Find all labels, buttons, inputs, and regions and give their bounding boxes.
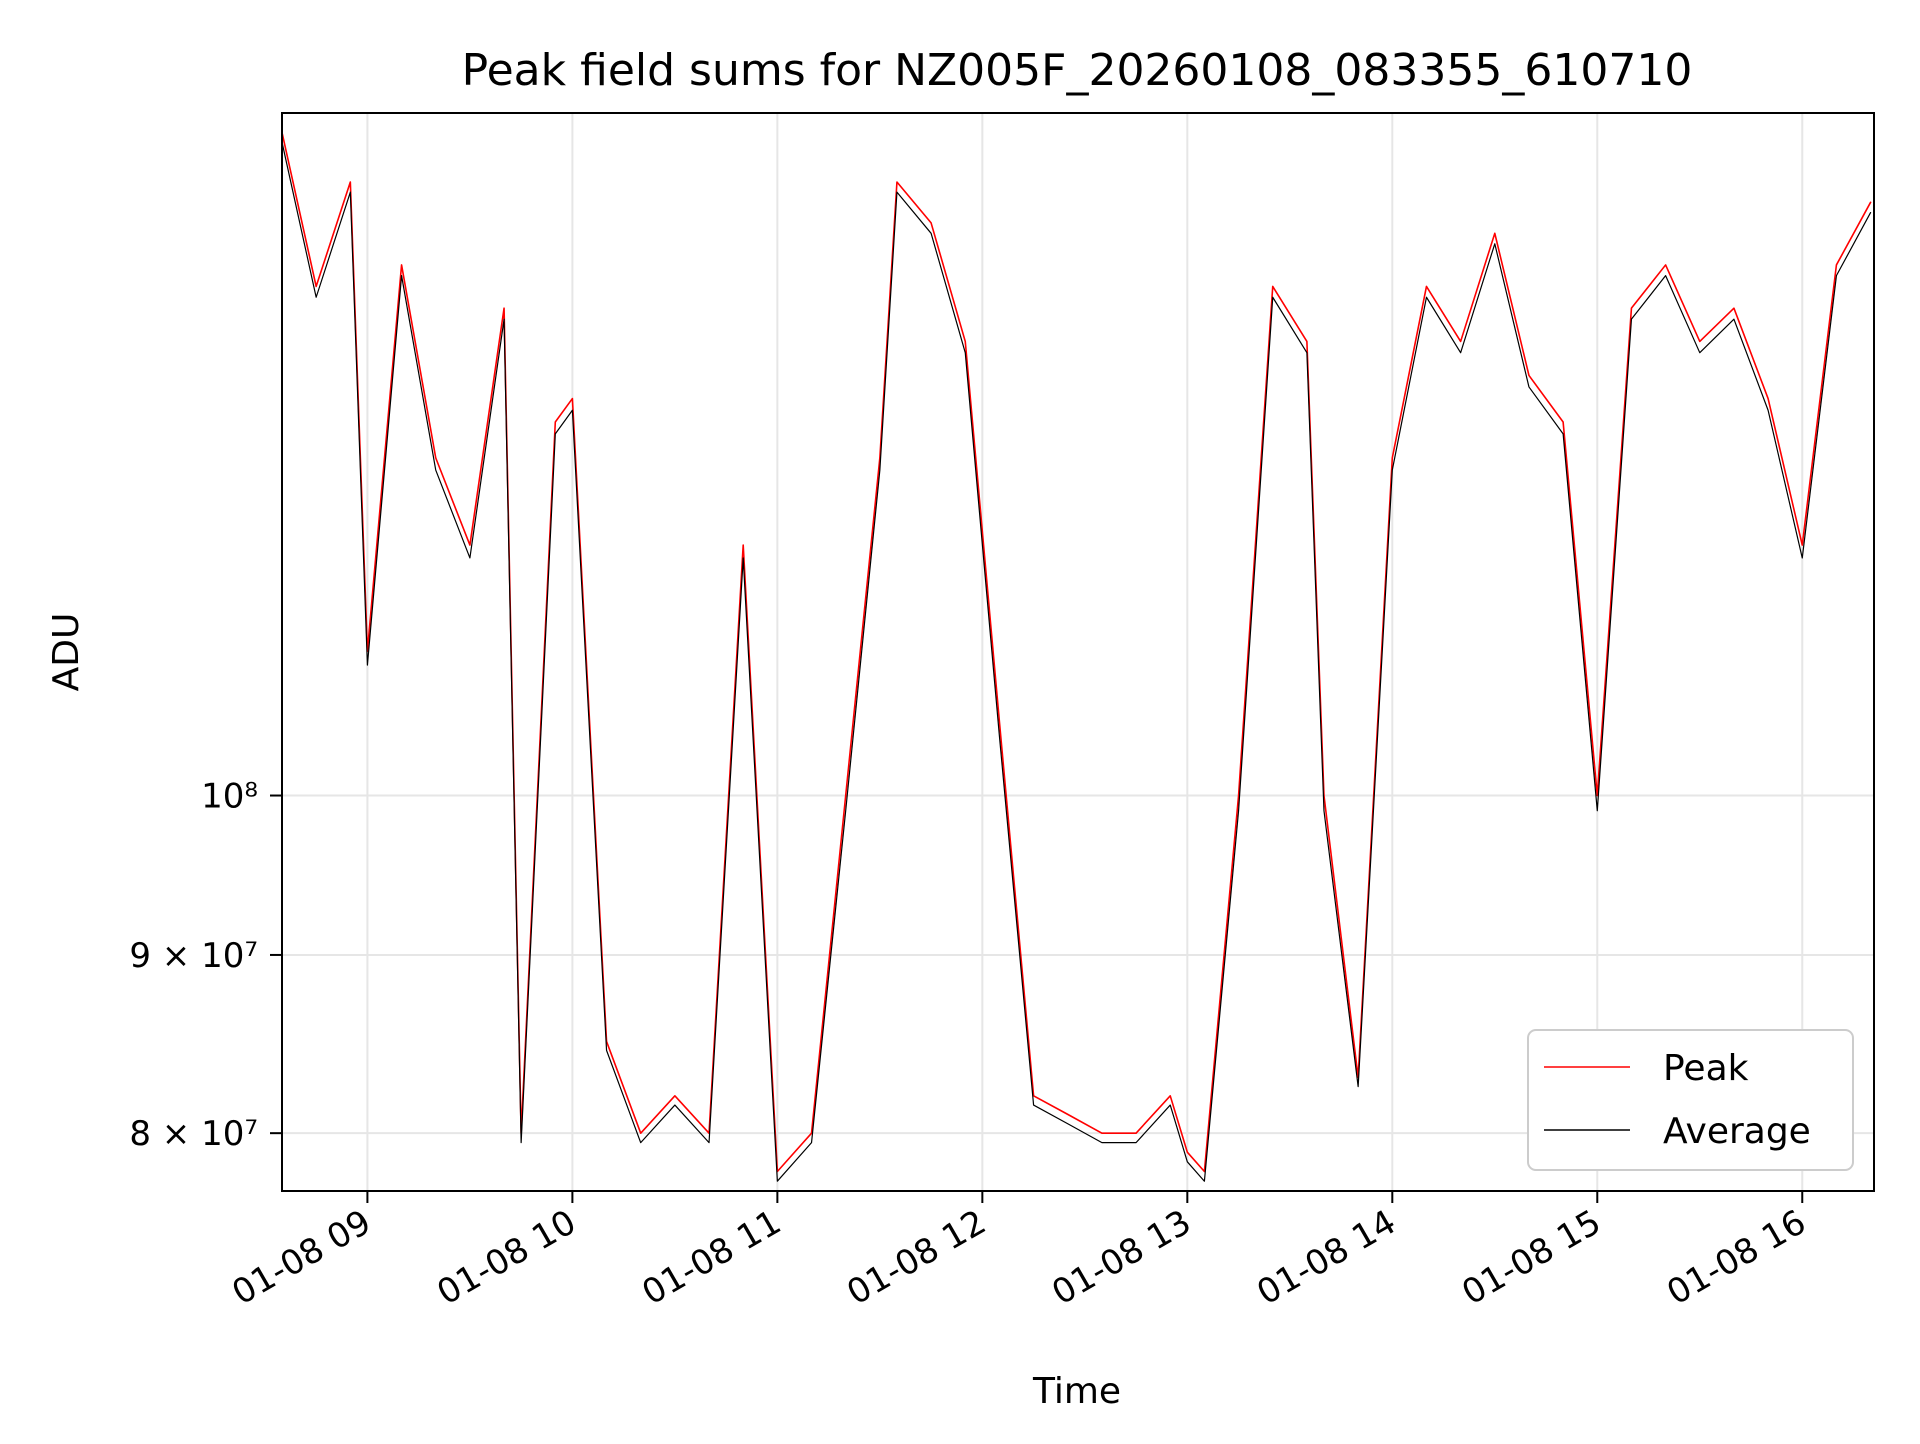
x-axis-label: Time	[1032, 1371, 1121, 1412]
y-tick-label: 8 × 10⁷	[129, 1114, 258, 1154]
y-tick-label: 10⁸	[201, 777, 258, 817]
legend-average-label: Average	[1663, 1111, 1811, 1152]
legend-peak-label: Peak	[1663, 1048, 1749, 1089]
legend-box	[1527, 1029, 1854, 1171]
y-axis: 8 × 10⁷ 9 × 10⁷ 10⁸	[129, 777, 282, 1154]
y-tick-label: 9 × 10⁷	[129, 936, 258, 976]
y-axis-label: ADU	[46, 613, 87, 692]
average-series-line	[281, 141, 1872, 1182]
legend: Peak Average	[1527, 1029, 1854, 1171]
plot-area-frame	[281, 112, 1875, 1192]
chart-title: Peak field sums for NZ005F_20260108_0833…	[462, 45, 1693, 96]
grid-layer	[282, 113, 1874, 1191]
series-layer	[281, 131, 1872, 1182]
